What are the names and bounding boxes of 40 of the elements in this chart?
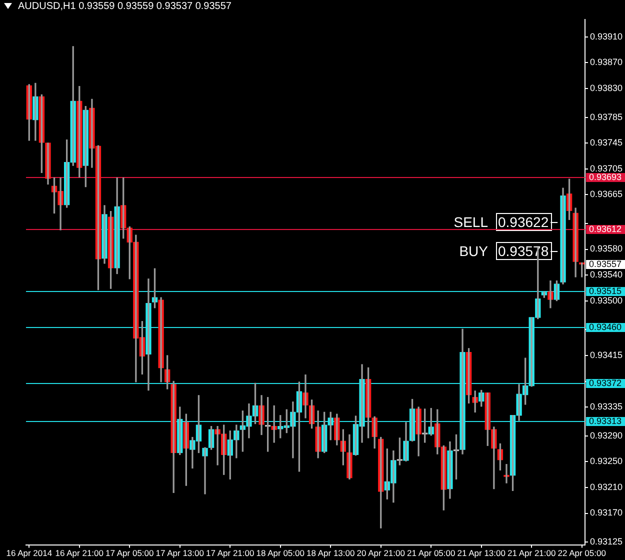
x-tick-label: 16 Apr 21:00 (55, 548, 104, 558)
y-tick-label: 0.93870 (590, 57, 623, 68)
y-tick-label: 0.93335 (590, 401, 623, 412)
x-tick-label: 18 Apr 13:00 (306, 548, 355, 558)
ref-line-label: 0.93515 (589, 286, 622, 296)
y-tick-label: 0.93415 (590, 350, 623, 360)
annotation: BUY (459, 242, 489, 259)
y-tick-label: 0.93830 (590, 82, 623, 93)
ref-line-label: 0.93693 (589, 172, 622, 182)
text: 0.93557 (589, 258, 622, 269)
y-tick-label: 0.93210 (590, 482, 623, 492)
x-tick-label: 22 Apr 05:00 (558, 548, 606, 558)
x-tick-label: 17 Apr 21:00 (206, 548, 254, 558)
y-tick-label: 0.93500 (590, 295, 623, 306)
y-tick-label: 0.93910 (590, 31, 623, 42)
x-tick-label: 16 Apr 2014 (6, 548, 52, 558)
x-tick-label: 17 Apr 05:00 (106, 548, 154, 558)
y-tick-label: 0.93540 (590, 270, 623, 280)
y-tick-label: 0.93125 (590, 536, 623, 547)
ref-line-label: 0.93460 (589, 322, 622, 332)
y-tick-label: 0.93290 (590, 430, 623, 440)
y-tick-label: 0.93580 (590, 244, 623, 254)
x-tick-label: 21 Apr 05:00 (407, 548, 456, 558)
chart-title: AUDUSD,H1 0.93559 0.93559 0.93537 0.93557 (18, 0, 232, 12)
y-tick-label: 0.93665 (590, 189, 623, 200)
x-tick-label: 20 Apr 21:00 (356, 548, 406, 558)
y-tick-label: 0.93705 (590, 163, 623, 174)
annotation: 0.93622 (498, 214, 549, 230)
y-tick-label: 0.93170 (590, 508, 623, 518)
y-tick-label: 0.93250 (590, 456, 623, 466)
x-tick-label: 17 Apr 13:00 (156, 548, 204, 558)
x-tick-label: 18 Apr 05:00 (256, 548, 305, 558)
annotation: SELL (454, 214, 488, 230)
ref-line-label: 0.93612 (589, 224, 622, 234)
x-tick-label: 21 Apr 13:00 (457, 548, 506, 558)
y-tick-label: 0.93785 (590, 112, 623, 122)
ref-line-label: 0.93313 (589, 416, 622, 426)
x-tick-label: 21 Apr 21:00 (508, 548, 556, 558)
y-tick-label: 0.93745 (590, 138, 623, 148)
ref-line-label: 0.93372 (589, 378, 622, 388)
